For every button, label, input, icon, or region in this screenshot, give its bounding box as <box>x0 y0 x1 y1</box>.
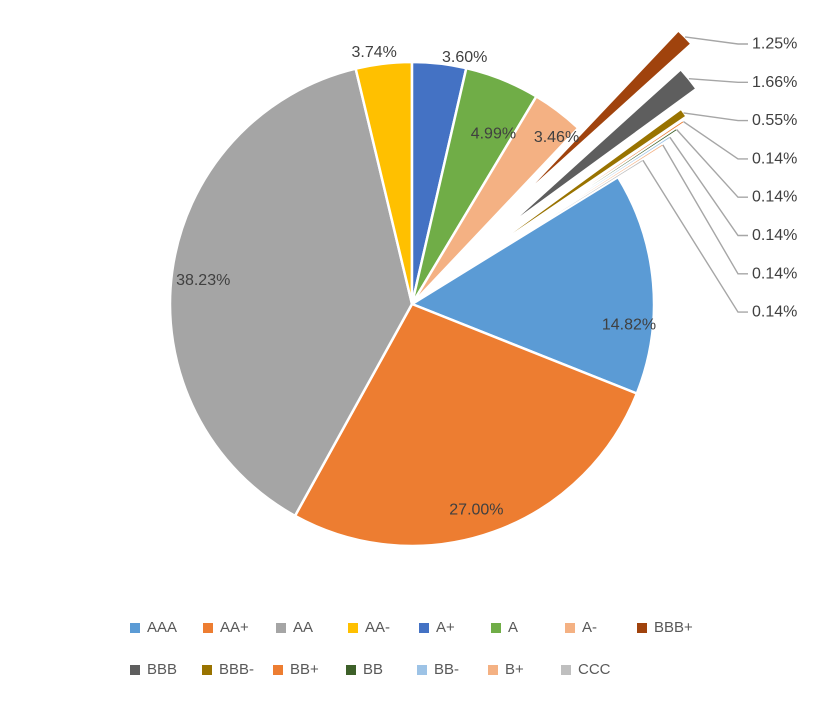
legend-swatch-AA <box>276 623 286 633</box>
legend-swatch-BB+ <box>273 665 283 675</box>
legend-label-CCC: CCC <box>578 661 611 678</box>
legend-item-BB+[interactable]: BB+ <box>273 660 319 680</box>
legend-swatch-A+ <box>419 623 429 633</box>
legend-item-A+[interactable]: A+ <box>419 618 455 638</box>
legend-swatch-BB- <box>417 665 427 675</box>
legend-item-A-[interactable]: A- <box>565 618 597 638</box>
legend-label-BBB+: BBB+ <box>654 619 693 636</box>
legend-item-CCC[interactable]: CCC <box>561 660 611 680</box>
data-label-B+: 0.14% <box>752 265 797 282</box>
legend-label-BB+: BB+ <box>290 661 319 678</box>
legend-item-AAA[interactable]: AAA <box>130 618 177 638</box>
legend-label-AA: AA <box>293 619 314 636</box>
leader-line-BB+ <box>683 121 748 160</box>
legend-swatch-CCC <box>561 665 571 675</box>
leader-line-BB- <box>669 136 748 237</box>
leader-line-CCC <box>642 159 748 313</box>
data-label-CCC: 0.14% <box>752 304 797 321</box>
leader-line-BBB- <box>683 112 748 122</box>
legend-item-BBB-[interactable]: BBB- <box>202 660 254 680</box>
legend-swatch-A- <box>565 623 575 633</box>
legend-label-BBB: BBB <box>147 661 178 678</box>
data-label-BBB+: 1.25% <box>752 36 797 53</box>
data-label-BB: 0.14% <box>752 189 797 206</box>
legend-label-BBB-: BBB- <box>219 661 255 678</box>
legend-item-BBB+[interactable]: BBB+ <box>637 618 693 638</box>
legend-swatch-A <box>491 623 501 633</box>
pie-slice-AA+[interactable] <box>293 302 639 548</box>
legend-label-BB: BB <box>363 661 384 678</box>
legend-swatch-AA- <box>348 623 358 633</box>
legend-label-AA-: AA- <box>365 619 391 636</box>
data-label-A+: 3.60% <box>442 49 487 66</box>
legend-label-A: A <box>508 619 519 636</box>
leader-line-B+ <box>662 144 748 275</box>
legend-label-A+: A+ <box>436 619 455 636</box>
pie-slice-AA[interactable] <box>168 67 414 518</box>
leader-line-BBB <box>688 78 748 84</box>
data-label-AA-: 3.74% <box>352 44 397 61</box>
legend-swatch-BBB+ <box>637 623 647 633</box>
pie-slice-BBB+[interactable] <box>511 28 694 208</box>
legend-item-BBB[interactable]: BBB <box>130 660 177 680</box>
data-label-BBB-: 0.55% <box>752 112 797 129</box>
data-label-BB+: 0.14% <box>752 150 797 167</box>
legend-item-AA-[interactable]: AA- <box>348 618 390 638</box>
data-label-BBB: 1.66% <box>752 74 797 91</box>
legend-swatch-B+ <box>488 665 498 675</box>
legend-item-B+[interactable]: B+ <box>488 660 524 680</box>
leader-line-BBB+ <box>685 36 748 45</box>
data-label-AAA: 14.82% <box>602 317 656 334</box>
legend-label-B+: B+ <box>505 661 524 678</box>
data-label-AA+: 27.00% <box>449 502 503 519</box>
legend-item-AA+[interactable]: AA+ <box>203 618 249 638</box>
data-label-A-: 3.46% <box>534 129 579 146</box>
legend-item-BB-[interactable]: BB- <box>417 660 459 680</box>
legend-swatch-AAA <box>130 623 140 633</box>
data-label-A: 4.99% <box>471 126 516 143</box>
legend-label-AAA: AAA <box>147 619 178 636</box>
legend-label-A-: A- <box>582 619 597 636</box>
legend-swatch-BBB <box>130 665 140 675</box>
legend-item-AA[interactable]: AA <box>276 618 313 638</box>
pie-slice-BBB-[interactable] <box>485 108 687 253</box>
pie-slice-A-[interactable] <box>410 94 580 305</box>
legend-item-BB[interactable]: BB <box>346 660 383 680</box>
data-label-BB-: 0.14% <box>752 227 797 244</box>
pie-slice-AAA[interactable] <box>409 175 656 396</box>
legend-item-A[interactable]: A <box>491 618 518 638</box>
data-label-AA: 38.23% <box>176 272 230 289</box>
legend-label-BB-: BB- <box>434 661 460 678</box>
leader-line-BB <box>676 129 748 198</box>
legend-swatch-BBB- <box>202 665 212 675</box>
legend-swatch-AA+ <box>203 623 213 633</box>
legend-swatch-BB <box>346 665 356 675</box>
legend-label-AA+: AA+ <box>220 619 249 636</box>
pie-chart-plot-area: 14.82% 27.00% 38.23% 3.74% 3.60% 4.99% 3.46% 1.… <box>168 28 797 548</box>
